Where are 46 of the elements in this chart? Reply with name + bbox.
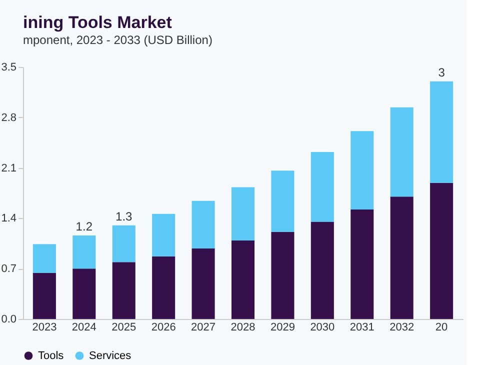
x-tick-label: 20 bbox=[435, 322, 448, 334]
chart-title: ining Tools Market bbox=[23, 13, 172, 32]
y-tick-label: 2.1 bbox=[1, 162, 16, 174]
x-tick-label: 2029 bbox=[270, 322, 295, 334]
total-label: 3 bbox=[438, 65, 446, 80]
legend-label: Tools bbox=[38, 350, 64, 362]
bar bbox=[310, 222, 334, 319]
bar bbox=[152, 256, 176, 319]
x-tick-label: 2023 bbox=[32, 322, 57, 334]
bar bbox=[112, 225, 136, 262]
x-tick-label: 2024 bbox=[72, 322, 96, 334]
y-tick-label: 3.5 bbox=[1, 62, 16, 74]
bar bbox=[350, 210, 374, 319]
bar bbox=[390, 107, 414, 197]
bar bbox=[192, 200, 215, 248]
y-tick-label: 0.7 bbox=[1, 263, 16, 276]
bar bbox=[72, 268, 96, 319]
bar bbox=[112, 262, 136, 319]
y-tick-label: 0.0 bbox=[1, 314, 16, 326]
bar bbox=[430, 182, 454, 319]
bar bbox=[271, 232, 294, 319]
bar bbox=[231, 187, 255, 241]
x-tick-label: 2028 bbox=[230, 322, 256, 334]
x-tick-label: 2027 bbox=[191, 322, 216, 334]
bar bbox=[72, 235, 96, 269]
x-tick-label: 2031 bbox=[350, 322, 374, 334]
bar bbox=[350, 131, 374, 210]
x-tick-label: 2032 bbox=[390, 322, 414, 334]
bar bbox=[32, 272, 56, 319]
x-tick-label: 2026 bbox=[151, 322, 176, 334]
total-label: 1.3 bbox=[116, 209, 133, 224]
y-tick-label: 2.8 bbox=[1, 112, 16, 124]
bar bbox=[271, 170, 294, 232]
bar bbox=[390, 196, 414, 319]
x-tick-label: 2025 bbox=[112, 322, 136, 334]
bar bbox=[231, 240, 255, 319]
y-tick-label: 1.4 bbox=[1, 212, 16, 225]
bar bbox=[32, 244, 56, 273]
bar bbox=[192, 248, 215, 319]
bar bbox=[152, 214, 176, 256]
x-tick-label: 2030 bbox=[310, 322, 335, 334]
bar bbox=[310, 152, 334, 222]
total-label: 1.2 bbox=[76, 219, 93, 234]
bar bbox=[430, 81, 454, 183]
legend-label: Services bbox=[89, 350, 132, 362]
chart-subtitle: mponent, 2023 - 2033 (USD Billion) bbox=[23, 33, 212, 47]
